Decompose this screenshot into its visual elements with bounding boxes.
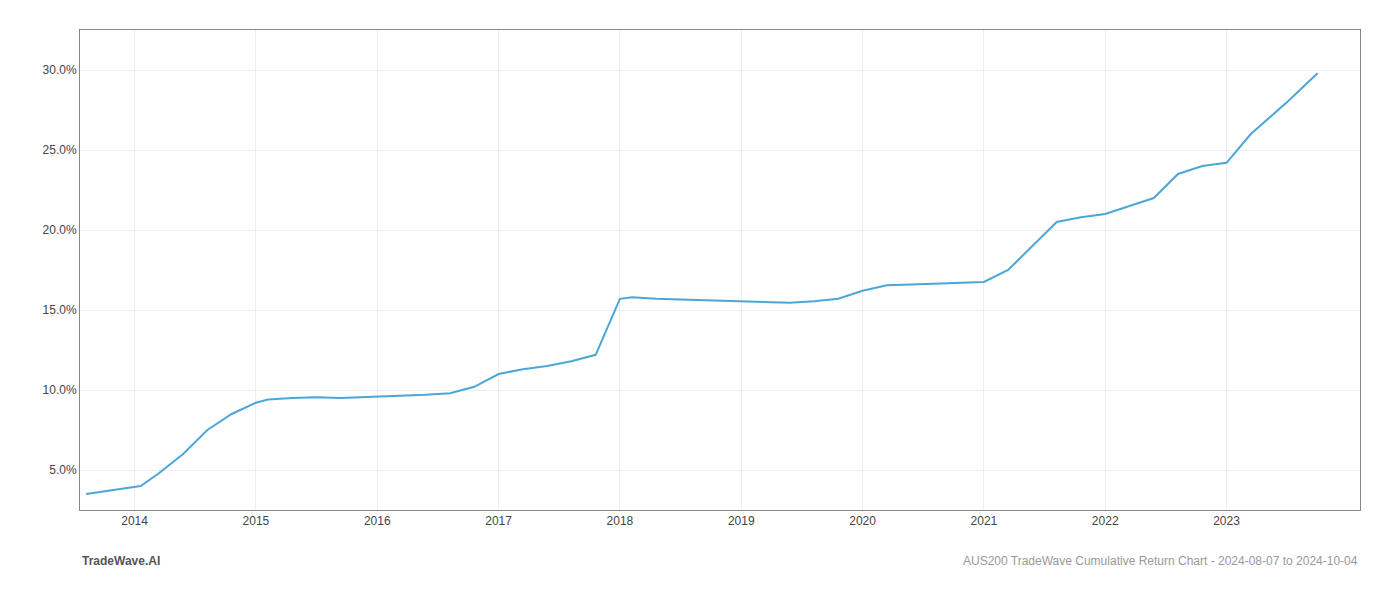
svg-text:TradeWave.AI: TradeWave.AI <box>82 554 160 568</box>
svg-text:15.0%: 15.0% <box>43 303 77 317</box>
svg-text:2023: 2023 <box>1213 514 1240 528</box>
svg-text:20.0%: 20.0% <box>43 223 77 237</box>
svg-text:AUS200 TradeWave Cumulative Re: AUS200 TradeWave Cumulative Return Chart… <box>963 554 1358 568</box>
svg-text:5.0%: 5.0% <box>49 463 77 477</box>
svg-text:2018: 2018 <box>607 514 634 528</box>
svg-text:2017: 2017 <box>485 514 512 528</box>
svg-text:25.0%: 25.0% <box>43 143 77 157</box>
svg-text:2015: 2015 <box>243 514 270 528</box>
svg-text:2014: 2014 <box>121 514 148 528</box>
svg-text:30.0%: 30.0% <box>43 63 77 77</box>
svg-text:2016: 2016 <box>364 514 391 528</box>
svg-text:2020: 2020 <box>849 514 876 528</box>
svg-text:2022: 2022 <box>1092 514 1119 528</box>
svg-text:2021: 2021 <box>971 514 998 528</box>
svg-text:2019: 2019 <box>728 514 755 528</box>
svg-text:10.0%: 10.0% <box>43 383 77 397</box>
